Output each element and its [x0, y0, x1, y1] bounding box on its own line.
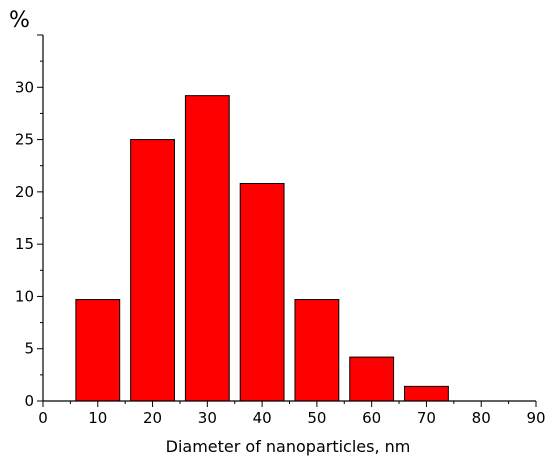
y-tick-label: 30	[15, 78, 34, 96]
x-axis-title: Diameter of nanoparticles, nm	[166, 437, 411, 456]
bar-50	[294, 299, 340, 402]
x-tick-label: 0	[38, 409, 48, 427]
x-tick-label: 30	[198, 409, 217, 427]
bar-60	[349, 356, 395, 402]
bar-70	[404, 385, 449, 402]
x-tick-label: 10	[88, 409, 107, 427]
y-tick-label: 20	[15, 183, 34, 201]
y-tick-group: 0 5 10 15 20 25 30	[15, 34, 43, 410]
x-tick-label: 90	[526, 409, 545, 427]
x-tick-label: 20	[143, 409, 162, 427]
x-tick-label: 60	[362, 409, 381, 427]
y-tick-label: 25	[15, 131, 34, 149]
bar-30	[184, 95, 230, 402]
y-tick-label: 0	[24, 392, 34, 410]
x-tick-label: 80	[472, 409, 491, 427]
y-tick-label: 15	[15, 235, 34, 253]
x-tick-label: 50	[307, 409, 326, 427]
x-tick-group: 0 10 20 30 40 50 60 70 80 90	[38, 401, 546, 427]
y-tick-label: 5	[24, 340, 34, 358]
bar-10	[75, 299, 121, 402]
bar-40	[239, 182, 285, 402]
bar-20	[130, 139, 175, 402]
y-tick-label: 10	[15, 287, 34, 305]
y-axis-unit-label: %	[9, 8, 30, 33]
x-tick-label: 70	[417, 409, 436, 427]
x-tick-label: 40	[253, 409, 272, 427]
bar-group	[75, 95, 449, 402]
